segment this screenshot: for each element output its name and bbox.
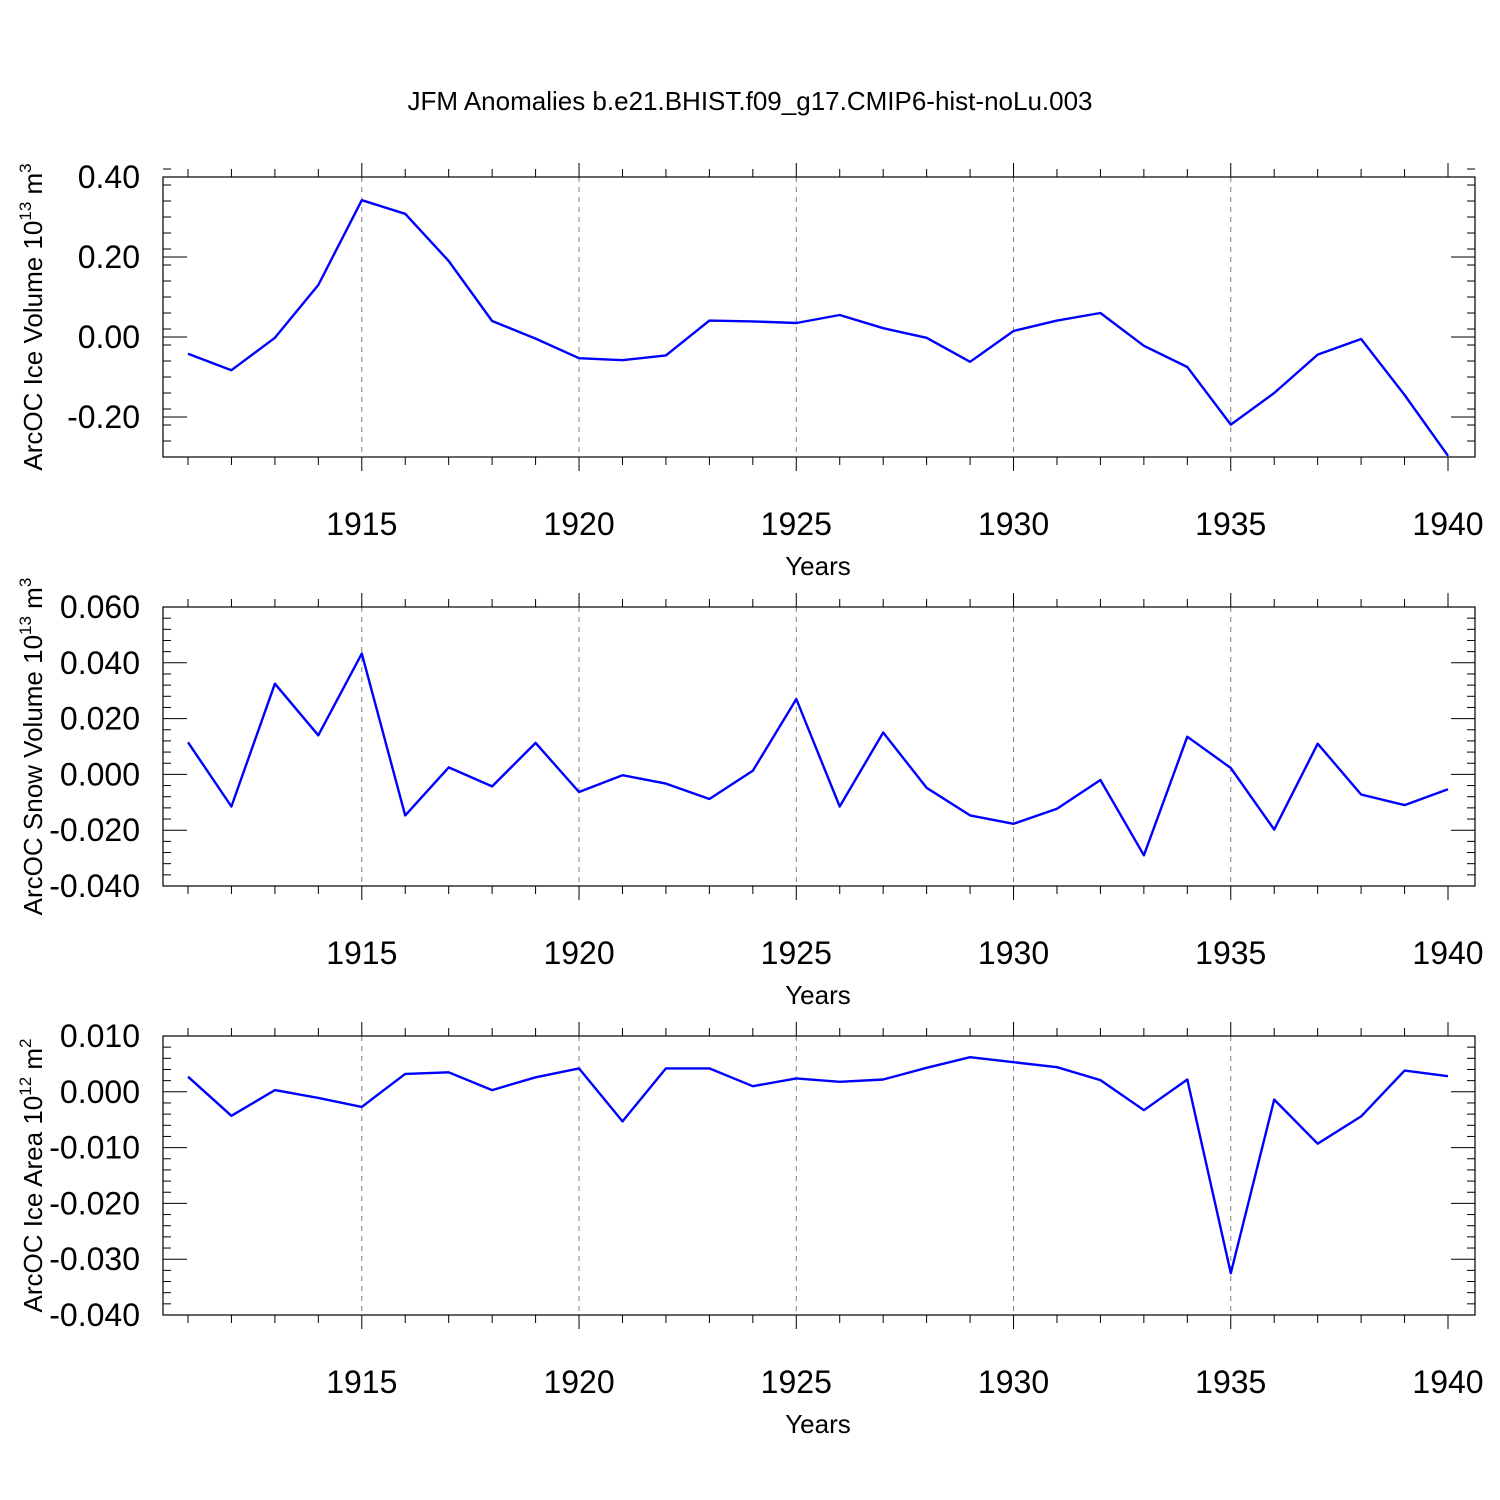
y-axis-title-main: ArcOC Snow Volume 10 — [18, 635, 48, 915]
figure-title: JFM Anomalies b.e21.BHIST.f09_g17.CMIP6-… — [407, 86, 1092, 116]
y-axis-title-unit-exponent: 3 — [16, 163, 35, 172]
y-axis-title-unit-exponent: 2 — [16, 1038, 35, 1047]
plot-frame — [162, 606, 1476, 887]
x-tick-label: 1925 — [761, 506, 832, 542]
y-axis-title: ArcOC Snow Volume 1013 m3 — [16, 578, 48, 916]
y-axis-title-unit: m — [18, 1048, 48, 1077]
y-tick-label: -0.030 — [49, 1241, 140, 1277]
y-axis-title-main: ArcOC Ice Area 10 — [18, 1096, 48, 1313]
y-tick-label: -0.20 — [67, 399, 140, 435]
plot-frame — [162, 1035, 1476, 1316]
x-tick-label: 1935 — [1195, 935, 1266, 971]
x-tick-label: 1940 — [1412, 506, 1483, 542]
x-tick-label: 1940 — [1412, 935, 1483, 971]
y-tick-label: -0.010 — [49, 1130, 140, 1166]
y-tick-label: -0.040 — [49, 868, 140, 904]
y-axis-title-unit: m — [18, 173, 48, 202]
x-tick-label: 1935 — [1195, 1364, 1266, 1400]
y-axis-title-exponent: 12 — [16, 1077, 35, 1096]
x-axis-title: Years — [785, 980, 851, 1010]
y-axis-title-unit: m — [18, 587, 48, 616]
y-tick-label: -0.020 — [49, 1185, 140, 1221]
x-tick-label: 1920 — [543, 506, 614, 542]
series-line-1 — [187, 1055, 1449, 1275]
panel-2: -0.040 -0.020 0.000 0.020 0.040 0.060 1915 1920… — [16, 578, 1484, 1010]
y-axis-title-main: ArcOC Ice Volume 10 — [18, 221, 48, 471]
y-tick-label: 0.020 — [60, 701, 140, 737]
panel-1: -0.20 0.00 0.20 0.40 1915 1920 1925 1930 1935 194… — [16, 159, 1484, 581]
x-tick-label: 1920 — [543, 935, 614, 971]
x-tick-label: 1925 — [761, 935, 832, 971]
x-tick-label: 1915 — [326, 506, 397, 542]
y-tick-label: -0.040 — [49, 1297, 140, 1333]
y-tick-label: 0.00 — [78, 319, 140, 355]
panels: -0.20 0.00 0.20 0.40 1915 1920 1925 1930 1935 194… — [16, 159, 1484, 1439]
x-tick-label: 1940 — [1412, 1364, 1483, 1400]
x-tick-label: 1920 — [543, 1364, 614, 1400]
y-axis-title: ArcOC Ice Area 1012 m2 — [16, 1038, 48, 1312]
series-line-1 — [187, 652, 1449, 857]
x-tick-label: 1915 — [326, 935, 397, 971]
y-tick-label: 0.060 — [60, 589, 140, 625]
x-axis-title: Years — [785, 1409, 851, 1439]
x-tick-label: 1935 — [1195, 506, 1266, 542]
y-tick-label: 0.000 — [60, 756, 140, 792]
y-tick-label: 0.20 — [78, 239, 140, 275]
x-axis-title: Years — [785, 551, 851, 581]
panel-3: -0.040 -0.030 -0.020 -0.010 0.000 0.010 1915 19… — [16, 1018, 1484, 1439]
y-tick-label: 0.000 — [60, 1074, 140, 1110]
x-tick-label: 1930 — [978, 506, 1049, 542]
y-tick-label: 0.40 — [78, 159, 140, 195]
y-axis-title-exponent: 13 — [16, 202, 35, 221]
x-tick-label: 1930 — [978, 935, 1049, 971]
x-tick-label: 1925 — [761, 1364, 832, 1400]
y-axis-title-exponent: 13 — [16, 616, 35, 635]
y-tick-label: 0.040 — [60, 645, 140, 681]
x-tick-label: 1930 — [978, 1364, 1049, 1400]
y-axis-title-unit-exponent: 3 — [16, 578, 35, 587]
x-tick-label: 1915 — [326, 1364, 397, 1400]
y-tick-label: 0.010 — [60, 1018, 140, 1054]
series-line-1 — [187, 198, 1449, 457]
y-tick-label: -0.020 — [49, 812, 140, 848]
y-axis-title: ArcOC Ice Volume 1013 m3 — [16, 163, 48, 470]
plot-frame — [162, 176, 1476, 458]
